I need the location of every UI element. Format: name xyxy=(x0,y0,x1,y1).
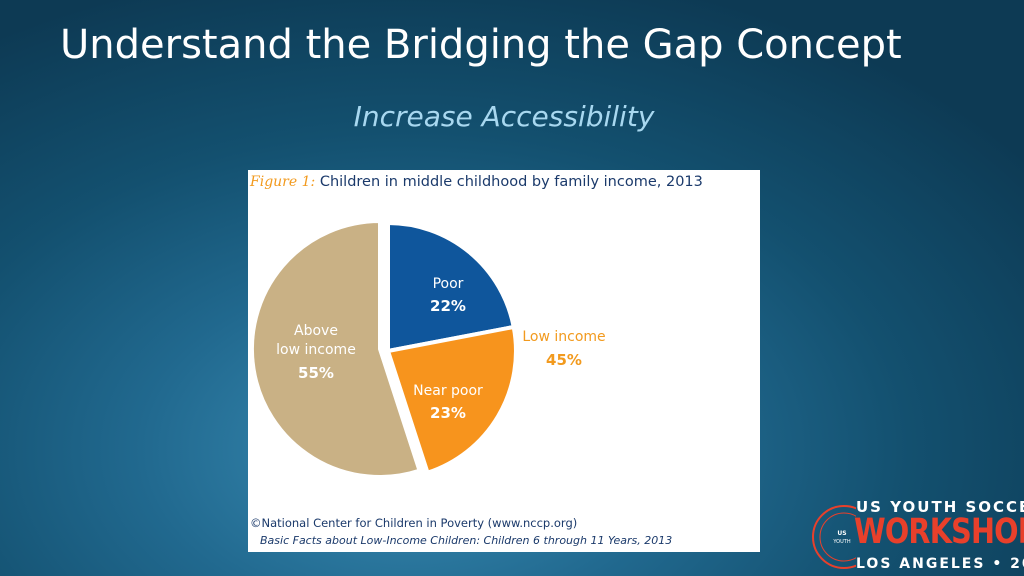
annotation-low-income-label: Low income xyxy=(522,329,605,345)
figure-title: Children in middle childhood by family i… xyxy=(319,174,703,190)
figure-heading: Figure 1: Children in middle childhood b… xyxy=(250,172,703,192)
slide-title: Understand the Bridging the Gap Concept xyxy=(60,22,902,68)
slice-value-above: 55% xyxy=(298,364,334,382)
figure-source-detail: Basic Facts about Low-Income Children: C… xyxy=(260,534,673,547)
soccer-badge-icon: US YOUTH xyxy=(812,505,856,569)
slice-label-poor: Poor xyxy=(433,276,464,292)
slice-value-poor: 22% xyxy=(430,297,466,315)
slice-label-above-line1: Above xyxy=(294,323,338,339)
logo-line-3: LOS ANGELES • 2017 xyxy=(856,556,1024,572)
slice-value-near-poor: 23% xyxy=(430,404,466,422)
pie-slice-near-poor xyxy=(385,324,518,476)
logo-line-1: US YOUTH SOCCER xyxy=(856,498,1024,516)
figure-label: Figure 1: xyxy=(250,174,316,190)
slice-label-above-line2: low income xyxy=(276,342,356,358)
figure-panel: Figure 1: Children in middle childhood b… xyxy=(248,170,760,552)
logo-line-2: WORKSHOP xyxy=(854,512,1024,552)
pie-slice-poor xyxy=(386,220,517,354)
workshop-logo: US YOUTH US YOUTH SOCCER WORKSHOP LOS AN… xyxy=(810,496,1024,576)
slide-subtitle: Increase Accessibility xyxy=(353,100,655,133)
annotation-low-income-value: 45% xyxy=(546,351,582,369)
figure-source: ©National Center for Children in Poverty… xyxy=(250,516,578,530)
svg-text:YOUTH: YOUTH xyxy=(832,539,850,545)
pie-chart: Poor 22% Near poor 23% Above low income … xyxy=(249,218,606,479)
pie-slice-above-low-income xyxy=(249,218,423,479)
slice-label-near-poor: Near poor xyxy=(413,383,483,399)
svg-text:US: US xyxy=(837,530,846,537)
